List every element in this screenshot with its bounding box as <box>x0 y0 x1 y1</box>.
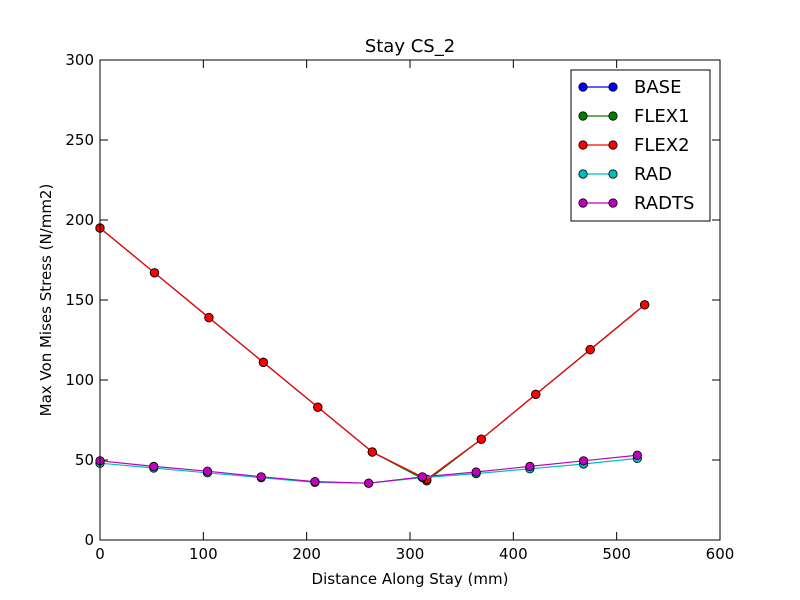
data-point-radts <box>471 467 481 477</box>
legend-label-radts: RADTS <box>634 193 694 214</box>
data-point-radts <box>525 461 535 471</box>
x-tick-label: 0 <box>95 545 105 563</box>
legend-label-flex1: FLEX1 <box>634 106 690 127</box>
x-tick-label: 200 <box>292 545 321 563</box>
y-ticks: 0 50 100 150 200 250 300 <box>65 51 720 549</box>
legend: BASE FLEX1 FLEX2 RAD RADTS <box>570 69 711 222</box>
data-point-flex2 <box>367 447 377 457</box>
legend-marker-radts <box>608 198 618 208</box>
data-point-flex2 <box>585 344 595 355</box>
data-point-flex2 <box>531 389 541 399</box>
legend-marker-base <box>608 82 618 92</box>
data-point-flex2 <box>640 300 650 310</box>
x-tick-label: 500 <box>602 545 631 563</box>
data-point-radts <box>632 450 642 460</box>
data-point-flex2 <box>258 357 268 367</box>
x-ticks: 0 100 200 300 400 500 600 <box>95 60 734 563</box>
data-point-flex2 <box>149 268 160 278</box>
legend-marker-flex2 <box>608 140 618 150</box>
data-point-flex2 <box>204 312 214 323</box>
x-tick-label: 600 <box>706 545 735 563</box>
data-point-radts <box>578 456 589 466</box>
data-point-radts <box>364 478 374 488</box>
x-tick-label: 100 <box>189 545 218 563</box>
data-point-radts <box>310 476 320 487</box>
data-point-radts <box>256 472 266 482</box>
legend-label-flex2: FLEX2 <box>634 135 690 156</box>
data-point-radts <box>149 461 159 471</box>
data-point-flex2 <box>313 402 323 412</box>
x-axis-label: Distance Along Stay (mm) <box>312 570 509 588</box>
chart-title: Stay CS_2 <box>365 36 455 57</box>
legend-marker-flex2 <box>578 140 588 150</box>
y-tick-label: 300 <box>65 51 94 69</box>
y-tick-label: 150 <box>65 291 94 309</box>
y-tick-label: 250 <box>65 131 94 149</box>
y-axis-label: Max Von Mises Stress (N/mm2) <box>37 184 55 417</box>
data-point-flex2 <box>476 434 486 444</box>
data-point-radts <box>417 472 427 482</box>
legend-marker-rad <box>608 169 618 179</box>
y-tick-label: 50 <box>75 451 94 469</box>
data-point-radts <box>202 466 213 476</box>
legend-label-rad: RAD <box>634 164 672 185</box>
legend-marker-flex1 <box>578 111 588 121</box>
legend-marker-flex1 <box>608 111 618 121</box>
legend-marker-rad <box>578 169 588 179</box>
y-tick-label: 0 <box>84 531 94 549</box>
legend-marker-radts <box>578 198 588 208</box>
legend-label-base: BASE <box>634 77 681 98</box>
x-tick-label: 300 <box>396 545 425 563</box>
plot-frame <box>99 59 721 541</box>
y-tick-label: 200 <box>65 211 94 229</box>
x-tick-label: 400 <box>499 545 528 563</box>
y-tick-label: 100 <box>65 371 94 389</box>
legend-marker-base <box>578 82 588 92</box>
